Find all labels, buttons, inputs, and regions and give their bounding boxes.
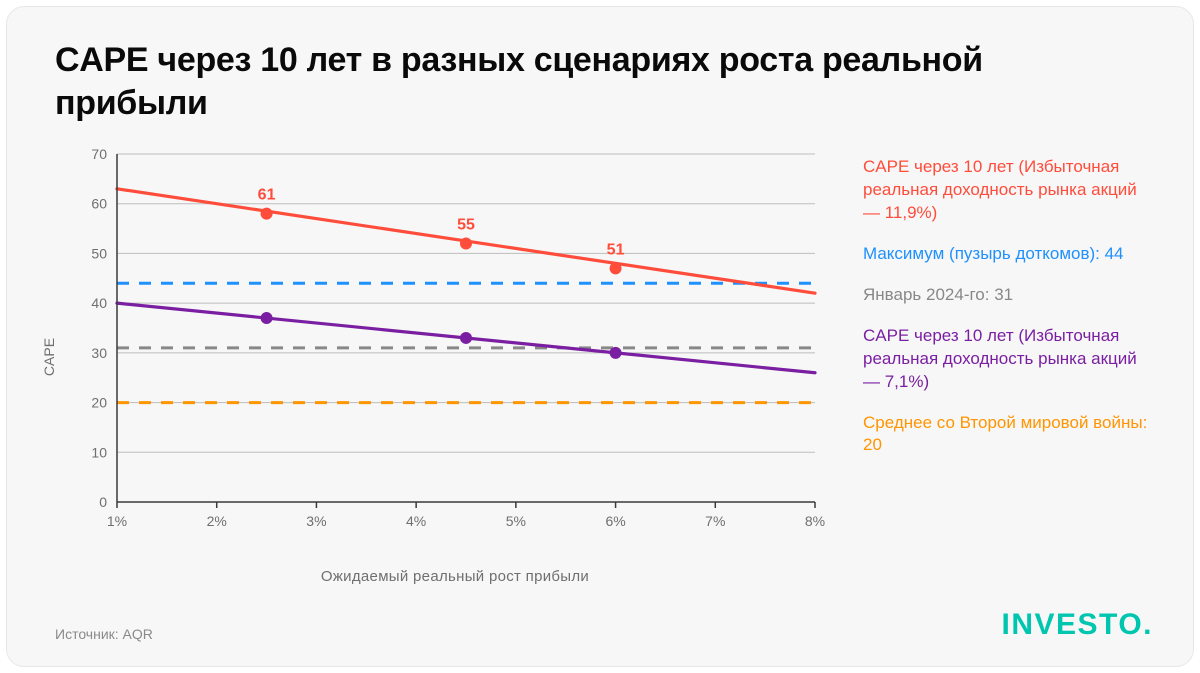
legend-item-postwar_avg: Среднее со Второй мировой войны: 20 <box>863 412 1153 458</box>
line-chart: 0 10 20 30 40 50 60 70 1% 2% 3% 4% 5% 6% 7% 8% 61 55 51 <box>55 142 835 572</box>
legend-item-dotcom_max: Максимум (пузырь доткомов): 44 <box>863 243 1153 266</box>
svg-text:6%: 6% <box>605 513 625 529</box>
data-label: 61 <box>258 187 276 204</box>
data-label: 55 <box>457 216 475 233</box>
logo-text: INVESTO <box>1002 608 1144 641</box>
legend-item-cape_119: CAPE через 10 лет (Избыточная реальная д… <box>863 156 1153 225</box>
svg-text:60: 60 <box>91 196 107 212</box>
svg-text:7%: 7% <box>705 513 725 529</box>
series-marker-cape_71 <box>460 332 472 344</box>
chart-card: CAPE через 10 лет в разных сценариях рос… <box>6 6 1194 667</box>
chart-column: CAPE 010203040506070 1%2%3%4%5%6%7%8% 61… <box>55 142 835 608</box>
content-row: CAPE 010203040506070 1%2%3%4%5%6%7%8% 61… <box>55 142 1153 608</box>
legend-item-jan_2024: Январь 2024-го: 31 <box>863 284 1153 307</box>
svg-text:2%: 2% <box>207 513 227 529</box>
legend: CAPE через 10 лет (Избыточная реальная д… <box>863 142 1153 608</box>
y-axis-label: CAPE <box>41 338 57 376</box>
svg-text:3%: 3% <box>306 513 326 529</box>
series-marker-cape_119 <box>460 237 472 249</box>
series-marker-cape_71 <box>610 347 622 359</box>
svg-text:5%: 5% <box>506 513 526 529</box>
svg-text:40: 40 <box>91 295 107 311</box>
footer: Источник: AQR INVESTO. <box>55 608 1153 642</box>
svg-text:50: 50 <box>91 245 107 261</box>
legend-item-cape_71: CAPE через 10 лет (Избыточная реальная д… <box>863 325 1153 394</box>
brand-logo: INVESTO. <box>1002 608 1154 642</box>
chart-title: CAPE через 10 лет в разных сценариях рос… <box>55 39 1015 124</box>
chart-zone: CAPE 010203040506070 1%2%3%4%5%6%7%8% 61… <box>55 142 835 572</box>
series-marker-cape_119 <box>261 208 273 220</box>
svg-text:70: 70 <box>91 146 107 162</box>
series-marker-cape_71 <box>261 312 273 324</box>
source-text: Источник: AQR <box>55 626 153 642</box>
logo-dot-icon: . <box>1143 608 1153 641</box>
data-label: 51 <box>607 241 625 258</box>
svg-text:20: 20 <box>91 395 107 411</box>
svg-text:30: 30 <box>91 345 107 361</box>
svg-text:0: 0 <box>99 494 107 510</box>
svg-text:1%: 1% <box>107 513 127 529</box>
svg-text:8%: 8% <box>805 513 825 529</box>
series-marker-cape_119 <box>610 262 622 274</box>
svg-text:10: 10 <box>91 444 107 460</box>
svg-text:4%: 4% <box>406 513 426 529</box>
